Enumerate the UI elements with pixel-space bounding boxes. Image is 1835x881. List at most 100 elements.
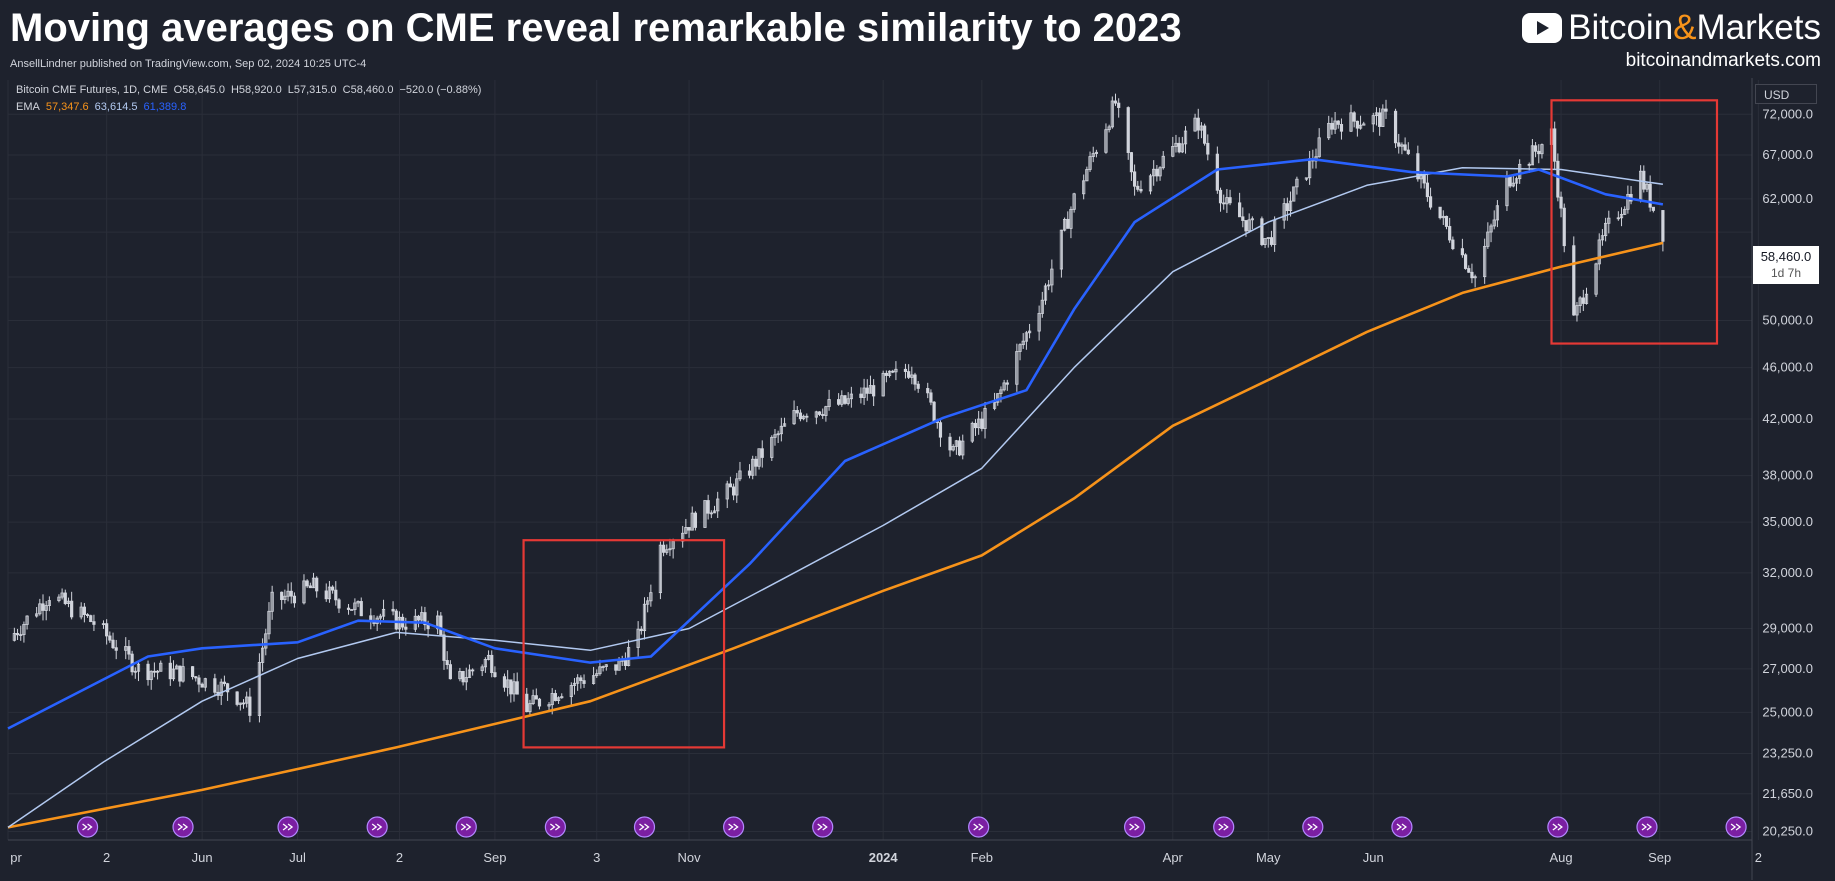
candle-body [1047, 284, 1051, 287]
x-tick-label: Jul [289, 850, 306, 865]
candle-body [219, 681, 223, 696]
candle-body [1072, 193, 1076, 210]
candle-body [70, 600, 74, 618]
candle-body [1021, 340, 1025, 346]
y-tick-label: 50,000.0 [1762, 312, 1813, 327]
candle-body [1062, 218, 1067, 231]
candle-body [60, 592, 64, 598]
candle-body [1339, 124, 1344, 132]
candle-body [270, 591, 274, 612]
candle-body [846, 398, 850, 404]
y-tick-label: 29,000.0 [1762, 620, 1813, 635]
x-tick-label: Nov [677, 850, 701, 865]
candle-body [1374, 112, 1379, 117]
candle-body [225, 683, 230, 693]
candle-body [420, 612, 424, 621]
candle-body [556, 697, 561, 701]
candle-body [840, 395, 844, 405]
candle-body [1597, 239, 1601, 265]
fast-forward-icon [728, 823, 739, 831]
candle-body [108, 635, 112, 641]
candle-body [197, 677, 201, 685]
candle-body [1088, 156, 1092, 170]
candle-body [572, 682, 577, 686]
candle-body [798, 412, 803, 420]
candle-body [1448, 226, 1452, 241]
candle-body [1171, 145, 1175, 157]
y-tick-label: 42,000.0 [1762, 411, 1813, 426]
y-tick-label: 72,000.0 [1762, 106, 1813, 121]
y-tick-label: 25,000.0 [1762, 704, 1813, 719]
candle-body [1250, 218, 1254, 221]
y-tick-label: 21,650.0 [1762, 786, 1813, 801]
candle-body [576, 677, 580, 684]
candle-body [1107, 126, 1111, 131]
x-tick-label: 2 [103, 850, 110, 865]
candle-body [1441, 215, 1445, 219]
candle-body [1349, 112, 1353, 132]
fast-forward-icon [1641, 823, 1653, 831]
candle-body [1148, 175, 1153, 192]
candle-body [1623, 208, 1627, 215]
candle-body [467, 669, 472, 678]
candle-body [1651, 206, 1655, 211]
candle-body [1626, 193, 1630, 210]
currency-button[interactable]: USD [1755, 84, 1817, 104]
last-price: 58,460.0 [1760, 249, 1812, 264]
candle-body [916, 383, 920, 389]
candle-body [1282, 203, 1286, 221]
candle-body [837, 399, 841, 405]
candle-body [614, 664, 618, 671]
candle-body [1266, 237, 1270, 239]
candle-body [1616, 217, 1620, 220]
candle-body [241, 702, 246, 705]
candle-body [222, 681, 227, 685]
candle-body [569, 685, 573, 698]
candle-body [843, 395, 847, 404]
x-tick-label: Apr [1163, 850, 1184, 865]
candle-body [114, 647, 118, 651]
price-chart[interactable]: 20,250.0 21,650.0 23,250.0 25,000.0 27,000.0… [0, 78, 1835, 881]
candle-body [15, 633, 20, 636]
candle-body [509, 679, 513, 695]
candle-body [525, 693, 529, 713]
legend-ema-label: EMA [16, 101, 40, 113]
candle-body [1492, 219, 1496, 227]
candle-body [560, 696, 564, 699]
candle-body [35, 613, 39, 617]
candle-body [334, 589, 338, 601]
candle-body [1444, 215, 1449, 227]
candle-body [534, 695, 538, 700]
candle-body [483, 659, 487, 668]
candle-body [999, 389, 1003, 394]
candle-body [378, 615, 382, 619]
candle-body [779, 425, 783, 435]
candle-body [604, 664, 608, 667]
candle-body [289, 590, 293, 597]
candle-body [203, 678, 207, 688]
candle-body [1203, 125, 1207, 144]
x-tick-label: Jun [192, 850, 213, 865]
candle-body [1400, 144, 1404, 147]
candle-body [305, 580, 309, 587]
candle-body [1180, 143, 1184, 153]
candle-body [190, 666, 195, 678]
publish-info: AnsellLindner published on TradingView.c… [10, 58, 367, 70]
brand-amp: & [1673, 8, 1697, 47]
candle-body [311, 577, 316, 589]
fast-forward-icon [817, 823, 828, 831]
candle-body [136, 663, 141, 672]
candle-body [951, 446, 955, 451]
candle-body [506, 679, 510, 688]
x-tick-label: Jun [1363, 850, 1384, 865]
fast-forward-icon [371, 823, 383, 831]
candle-body [292, 595, 297, 604]
candle-body [1486, 231, 1490, 247]
candle-body [1193, 117, 1197, 132]
legend-ohlc: Bitcoin CME Futures, 1D, CME O58,645.0 H58… [16, 84, 487, 96]
highlight-box-2 [1550, 99, 1719, 345]
ema-line-3 [7, 157, 1664, 730]
candle-body [929, 392, 933, 403]
candle-body [980, 418, 984, 429]
candle-body [1518, 163, 1522, 180]
